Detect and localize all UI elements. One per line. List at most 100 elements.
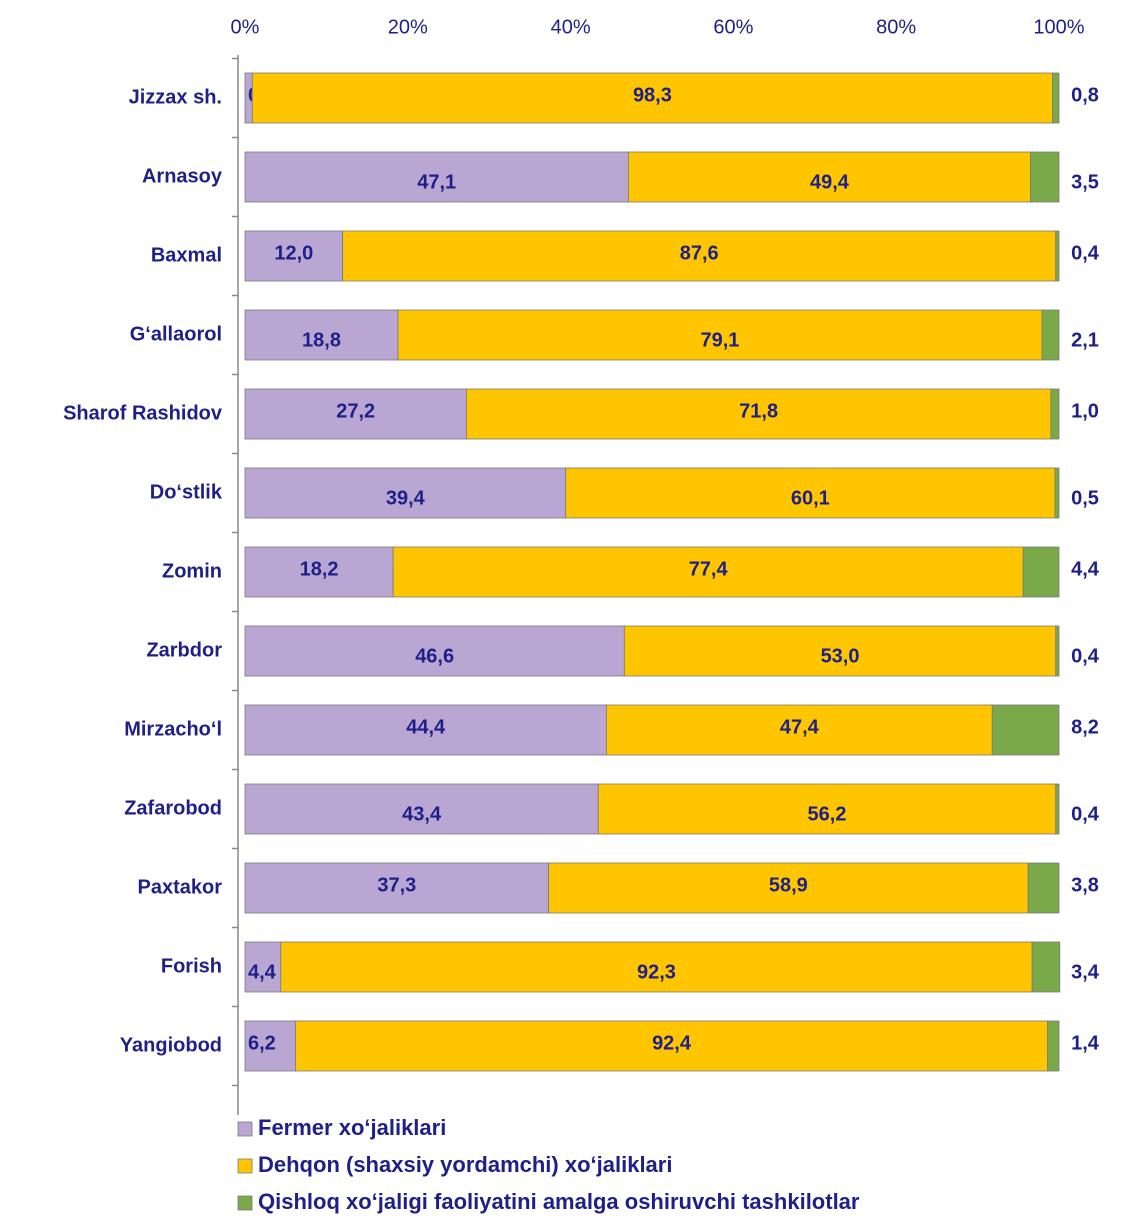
value-label: 0,4 [1071,645,1100,667]
category-label: Arnasoy [142,165,223,187]
category-label: Baxmal [151,244,222,266]
value-label: 98,3 [633,84,672,106]
x-tick-label: 40% [551,16,591,38]
bar-segment [244,151,629,203]
category-label: Zomin [162,560,222,582]
value-label: 3,5 [1071,171,1099,193]
legend-label: Dehqon (shaxsiy yordamchi) xo‘jaliklari [258,1152,672,1177]
x-tick-label: 20% [388,16,428,38]
category-label: Paxtakor [138,876,223,898]
bar-segment [244,309,399,361]
value-label: 8,2 [1071,716,1099,738]
bar-segment [244,941,282,993]
bar-segment [1052,72,1060,124]
category-label: Zafarobod [124,797,222,819]
category-label: Yangiobod [120,1034,222,1056]
bar-segment [1054,467,1060,519]
value-label: 43,4 [402,803,442,825]
value-label: 71,8 [739,400,778,422]
bar-segment [280,941,1033,993]
bar-segment [244,1020,296,1072]
value-label: 58,9 [769,874,808,896]
value-label: 12,0 [274,242,313,264]
bar-segment [244,467,567,519]
category-label: Jizzax sh. [129,86,222,108]
bar-segment [1027,862,1060,914]
bar-segment [244,625,625,677]
x-tick-label: 80% [876,16,916,38]
bar-segment [392,546,1024,598]
bar-segment [1047,1020,1060,1072]
bar-segment [1031,941,1061,993]
value-label: 27,2 [336,400,375,422]
legend-swatch [237,1195,253,1211]
value-label: 0,4 [1071,242,1100,264]
value-label: 37,3 [377,874,416,896]
bar-segment [565,467,1056,519]
value-label: 47,4 [780,716,820,738]
value-label: 0,8 [1071,84,1099,106]
bar-segment [548,862,1029,914]
value-label: 87,6 [680,242,719,264]
legend-swatch [237,1121,253,1137]
bar-segment [623,625,1057,677]
bar-segment [606,704,993,756]
bar-segment [244,704,607,756]
value-label: 92,3 [637,961,676,983]
value-label: 0,5 [1071,487,1099,509]
value-label: 56,2 [808,803,847,825]
value-label: 3,4 [1071,961,1100,983]
bar-segment [1030,151,1060,203]
bar-segment [466,388,1052,440]
bar-segment [244,783,599,835]
value-label: 79,1 [701,329,740,351]
value-label: 4,4 [248,961,277,983]
value-label: 6,2 [248,1032,276,1054]
value-label: 1,4 [1071,1032,1100,1054]
value-label: 18,8 [302,329,341,351]
value-label: 49,4 [810,171,850,193]
category-label: Forish [161,955,222,977]
category-label: Sharof Rashidov [63,402,223,424]
bar-segment [397,309,1043,361]
category-label: Mirzacho‘l [124,718,222,740]
x-tick-label: 60% [713,16,753,38]
value-label: 3,8 [1071,874,1099,896]
x-tick-label: 0% [231,16,260,38]
value-label: 77,4 [689,558,729,580]
value-label: 53,0 [821,645,860,667]
value-label: 18,2 [300,558,339,580]
value-label: 92,4 [652,1032,692,1054]
legend-label: Fermer xo‘jaliklari [258,1115,446,1140]
legend-swatch [237,1158,253,1174]
value-label: 47,1 [417,171,456,193]
bar-segment [597,783,1057,835]
value-label: 39,4 [386,487,426,509]
value-label: 46,6 [415,645,454,667]
bar-segment [1055,783,1060,835]
category-label: Do‘stlik [150,481,223,503]
value-label: 4,4 [1071,558,1100,580]
category-label: G‘allaorol [130,323,222,345]
bar-segment [1041,309,1060,361]
bar-segment [991,704,1060,756]
legend-label: Qishloq xo‘jaligi faoliyatini amalga osh… [258,1189,860,1214]
bar-segment [1055,625,1060,677]
value-label: 1,0 [1071,400,1099,422]
bar-segment [342,230,1057,282]
value-label: 0,4 [1071,803,1100,825]
bar-segment [1055,230,1060,282]
x-tick-label: 100% [1033,16,1084,38]
value-label: 60,1 [791,487,830,509]
bar-segment [1050,388,1060,440]
bar-segment [1022,546,1060,598]
bar-segment [244,388,467,440]
category-label: Zarbdor [146,639,222,661]
bar-segment [244,230,344,282]
bar-segment [295,1020,1049,1072]
bar-segment [244,862,550,914]
value-label: 44,4 [406,716,446,738]
value-label: 2,1 [1071,329,1099,351]
bar-segment [244,546,394,598]
